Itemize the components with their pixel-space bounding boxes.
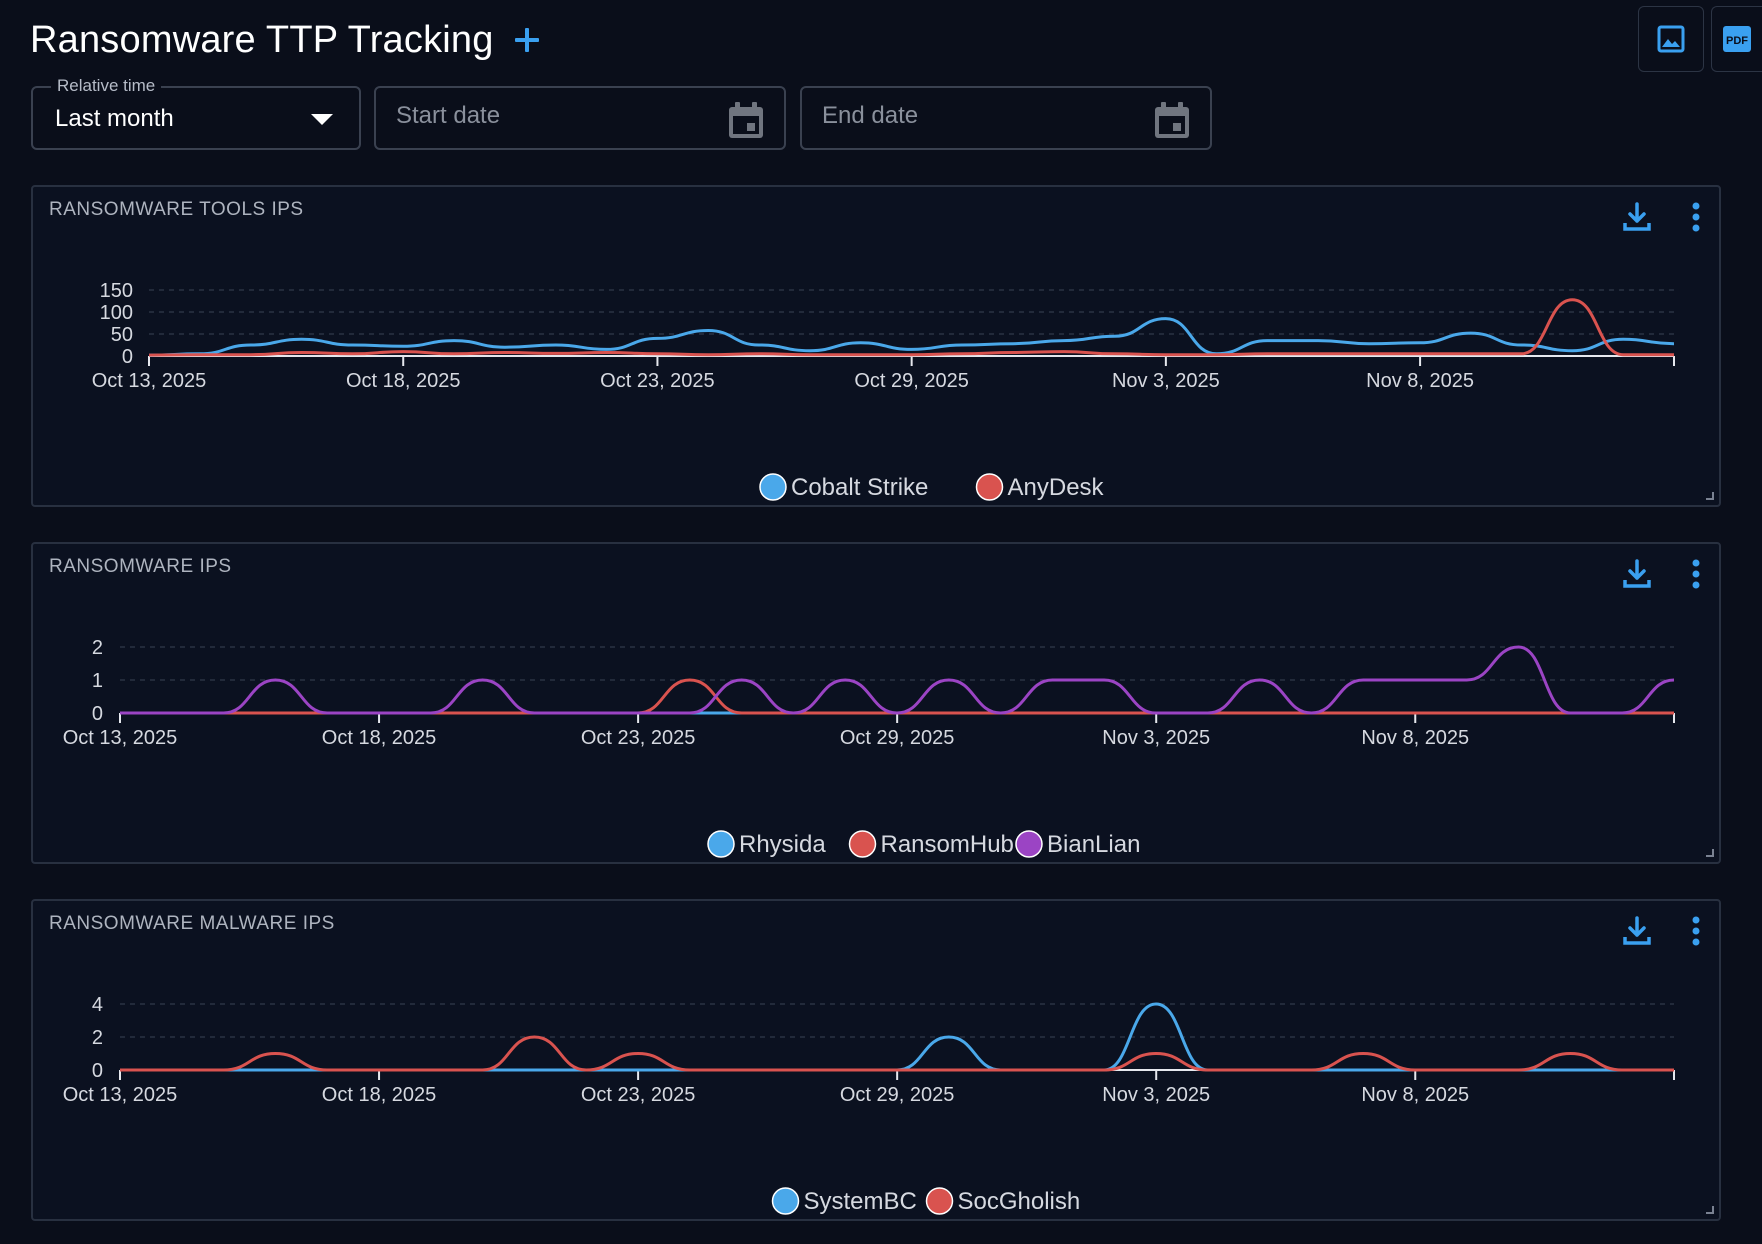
resize-handle[interactable]	[1706, 849, 1714, 857]
panel-title: RANSOMWARE IPS	[49, 556, 232, 577]
x-tick-label: Oct 29, 2025	[854, 370, 969, 392]
x-tick-label: Oct 29, 2025	[840, 1084, 955, 1106]
legend-marker	[925, 1187, 954, 1215]
series-line-socgholish	[119, 1035, 1674, 1072]
ransomware-ips-panel: RANSOMWARE IPS 0 1 2 Oct 13, 2025 Oct 18, 20…	[31, 542, 1721, 864]
export-image-button[interactable]	[1638, 6, 1704, 72]
x-tick-label: Oct 23, 2025	[581, 1084, 696, 1106]
relative-time-select[interactable]: Relative time Last month	[31, 76, 361, 150]
more-vert-icon[interactable]	[1681, 556, 1711, 592]
pdf-label: PDF	[1726, 35, 1748, 47]
start-date-input[interactable]	[396, 102, 696, 130]
x-tick-label: Oct 23, 2025	[600, 370, 715, 392]
y-tick-label: 4	[92, 994, 103, 1016]
end-date-field[interactable]	[800, 86, 1212, 150]
y-tick-label: 0	[122, 346, 133, 368]
export-pdf-button[interactable]: PDF	[1711, 6, 1762, 72]
add-icon[interactable]	[512, 25, 542, 55]
legend-label: BianLian	[1047, 831, 1140, 858]
chevron-down-icon	[311, 114, 333, 125]
series-line-cobalt-strike	[148, 317, 1675, 357]
x-tick-label: Oct 29, 2025	[840, 727, 955, 749]
legend-label: Rhysida	[739, 831, 826, 858]
header: Ransomware TTP Tracking	[30, 14, 542, 66]
series-line-ransomhub	[119, 678, 1674, 715]
legend-marker	[848, 830, 877, 858]
download-icon[interactable]	[1619, 556, 1655, 592]
end-date-input[interactable]	[822, 102, 1122, 130]
download-icon[interactable]	[1619, 199, 1655, 235]
y-tick-label: 1	[92, 670, 103, 692]
calendar-icon[interactable]	[726, 100, 766, 140]
x-tick-label: Oct 13, 2025	[92, 370, 207, 392]
x-tick-label: Nov 8, 2025	[1361, 1084, 1469, 1106]
x-tick-label: Oct 18, 2025	[346, 370, 461, 392]
legend-label: AnyDesk	[1008, 474, 1105, 501]
more-vert-icon[interactable]	[1681, 913, 1711, 949]
x-tick-label: Nov 8, 2025	[1366, 370, 1474, 392]
panel-title: RANSOMWARE MALWARE IPS	[49, 913, 335, 934]
y-tick-label: 50	[111, 324, 133, 346]
legend-marker	[707, 830, 735, 858]
legend-label: Cobalt Strike	[791, 474, 928, 501]
page-title: Ransomware TTP Tracking	[30, 18, 494, 61]
legend-marker	[771, 1187, 800, 1215]
legend-marker	[975, 473, 1004, 501]
legend-marker	[1015, 830, 1043, 858]
ransomware-tools-panel: RANSOMWARE TOOLS IPS 0 50 100 150 Oct 13, 20…	[31, 185, 1721, 507]
relative-time-label: Relative time	[51, 76, 162, 96]
y-tick-label: 150	[100, 280, 133, 302]
legend-label: RansomHub	[881, 831, 1014, 858]
relative-time-value: Last month	[55, 105, 174, 132]
resize-handle[interactable]	[1706, 1206, 1714, 1214]
more-vert-icon[interactable]	[1681, 199, 1711, 235]
series-line-anydesk	[148, 298, 1674, 357]
legend-label: SocGholish	[958, 1188, 1081, 1215]
chart: 0 1 2 Oct 13, 2025 Oct 18, 2025 Oct 23, 2025 O…	[63, 637, 1675, 858]
download-icon[interactable]	[1619, 913, 1655, 949]
chart: 0 2 4 Oct 13, 2025 Oct 18, 2025 Oct 23, 2025 O…	[63, 994, 1675, 1215]
y-tick-label: 0	[92, 703, 103, 725]
y-tick-label: 2	[92, 1027, 103, 1049]
y-tick-label: 100	[100, 302, 133, 324]
start-date-field[interactable]	[374, 86, 786, 150]
y-tick-label: 2	[92, 637, 103, 659]
x-tick-label: Oct 18, 2025	[322, 1084, 437, 1106]
legend-label: SystemBC	[804, 1188, 917, 1215]
x-tick-label: Nov 3, 2025	[1102, 1084, 1210, 1106]
x-tick-label: Oct 13, 2025	[63, 1084, 178, 1106]
calendar-icon[interactable]	[1152, 100, 1192, 140]
x-tick-label: Oct 18, 2025	[322, 727, 437, 749]
x-tick-label: Nov 8, 2025	[1361, 727, 1469, 749]
x-tick-label: Oct 23, 2025	[581, 727, 696, 749]
resize-handle[interactable]	[1706, 492, 1714, 500]
pdf-icon: PDF	[1723, 26, 1751, 52]
legend-marker	[759, 473, 787, 501]
y-tick-label: 0	[92, 1060, 103, 1082]
panel-title: RANSOMWARE TOOLS IPS	[49, 199, 304, 220]
x-tick-label: Nov 3, 2025	[1102, 727, 1210, 749]
series-line-bianlian	[119, 645, 1675, 715]
ransomware-malware-panel: RANSOMWARE MALWARE IPS 0 2 4 Oct 13, 2025 Oc…	[31, 899, 1721, 1221]
image-icon	[1657, 25, 1685, 53]
x-tick-label: Nov 3, 2025	[1112, 370, 1220, 392]
x-tick-label: Oct 13, 2025	[63, 727, 178, 749]
